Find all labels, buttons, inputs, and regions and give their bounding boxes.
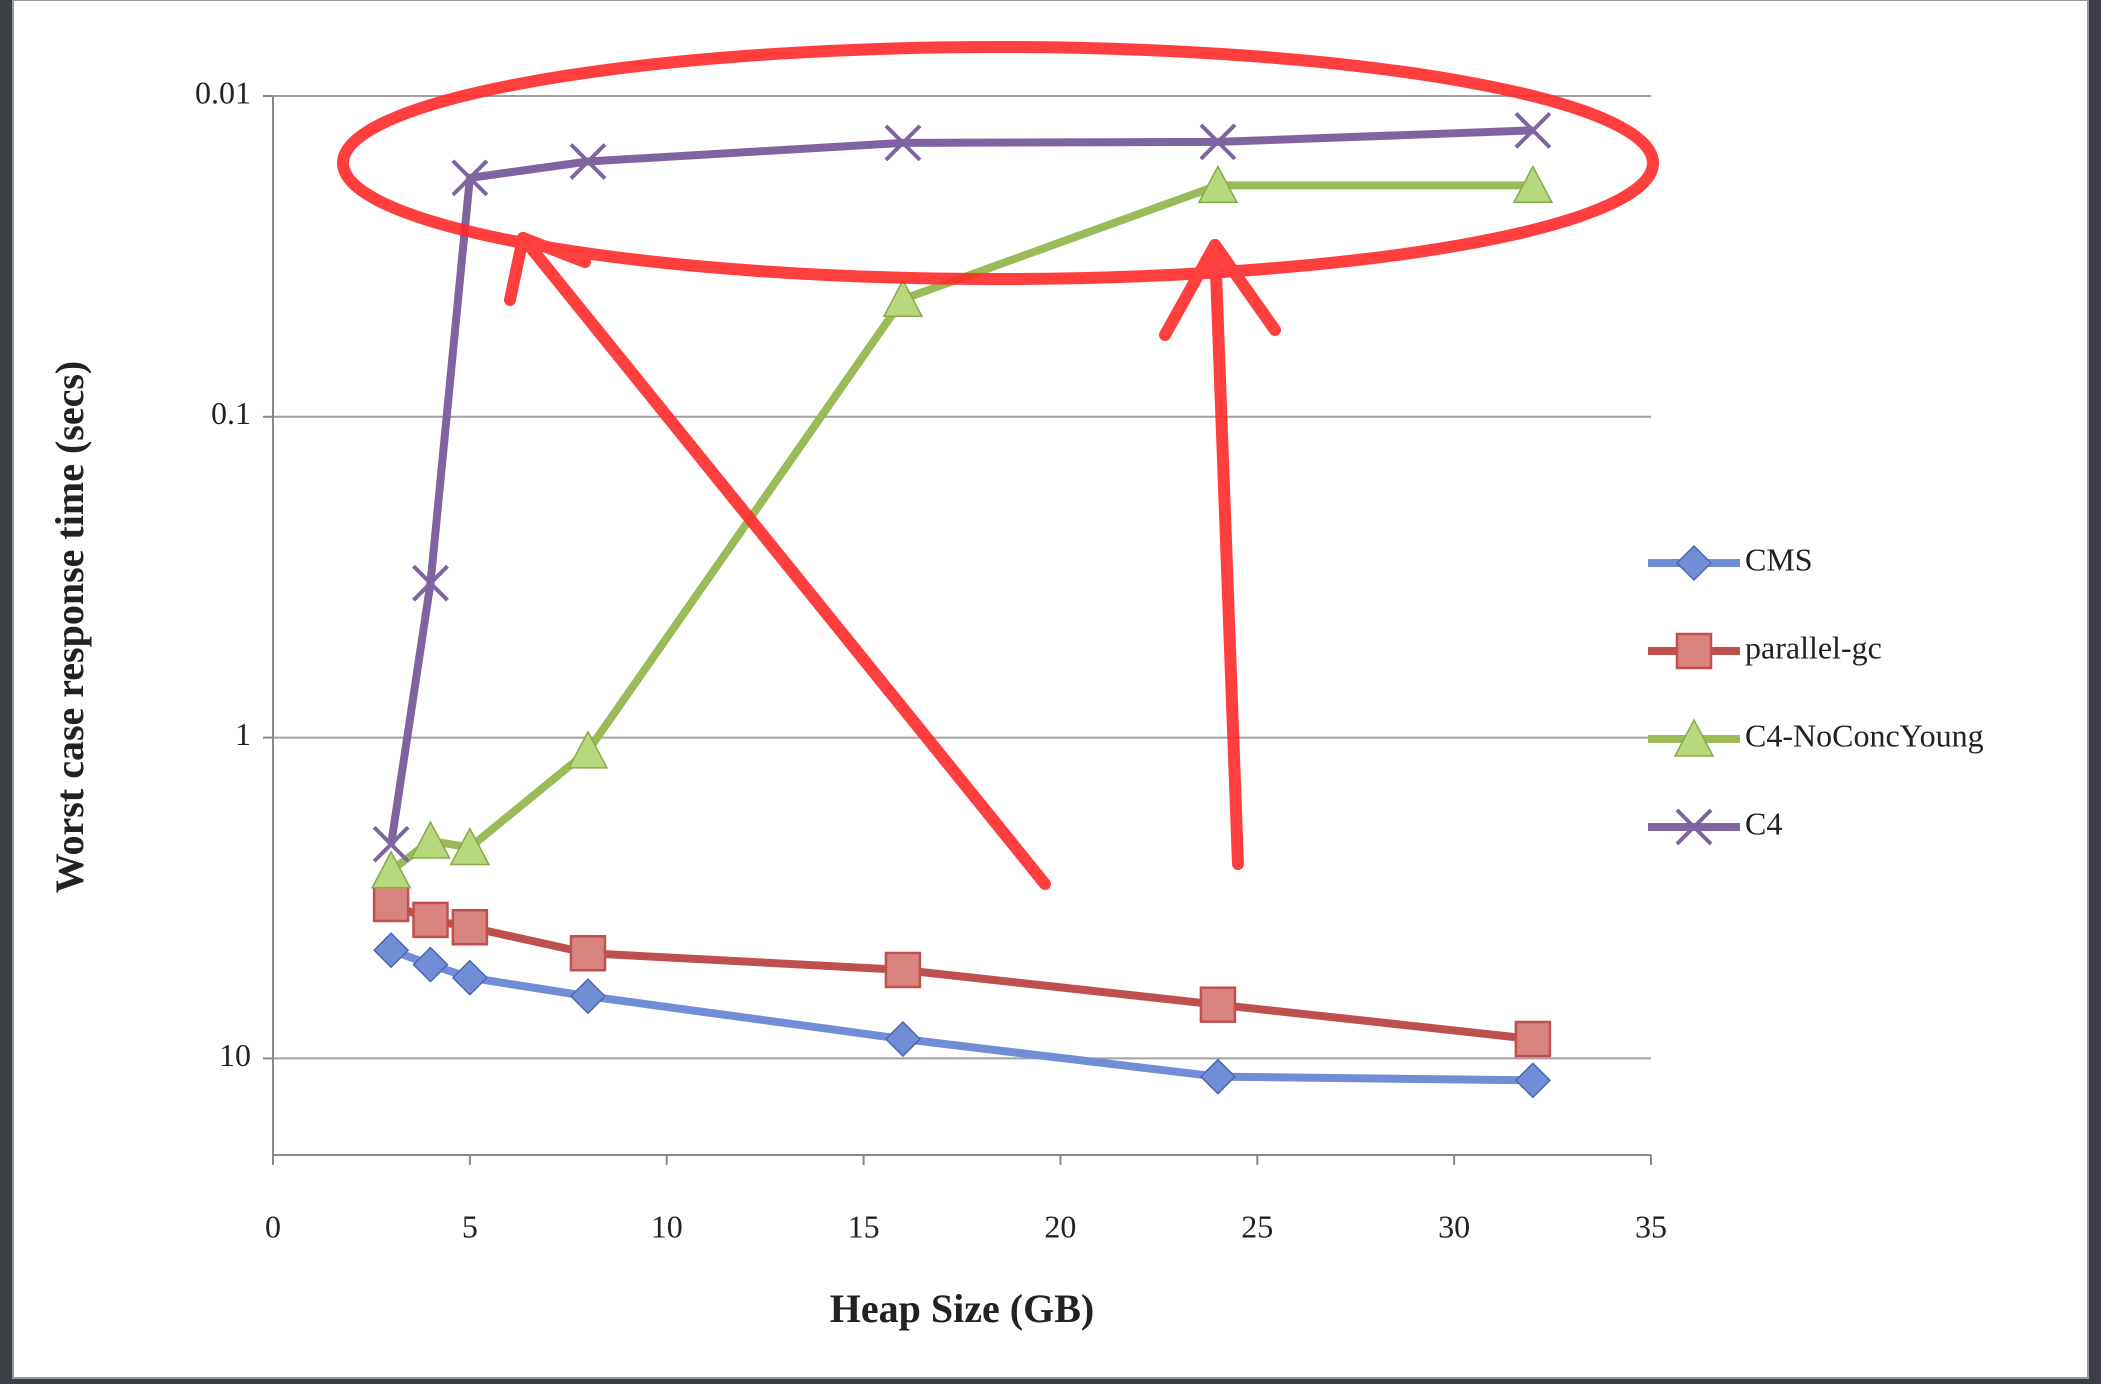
legend-marker [1673,718,1715,757]
marker [1514,111,1552,149]
marker [1197,164,1239,204]
arrow [1209,239,1244,870]
legend-label: parallel-gc [1745,629,1882,665]
marker [1199,1058,1236,1095]
x-tick-label: 0 [265,1208,281,1244]
marker [372,825,410,863]
marker [1199,986,1237,1023]
legend-label: CMS [1745,541,1813,577]
marker [412,564,449,602]
marker [412,901,449,939]
x-axis-title: Heap Size (GB) [830,1286,1094,1331]
x-tick-label: 35 [1635,1208,1667,1244]
highlight-ellipse [337,41,1659,285]
x-tick-label: 15 [848,1208,880,1244]
y-axis-title: Worst case response time (secs) [47,361,92,893]
arrowhead [1159,239,1281,341]
x-tick-label: 20 [1044,1208,1076,1244]
y-tick-label: 0.01 [195,74,251,110]
chart-panel [12,0,2089,1379]
marker [1199,123,1237,161]
legend-marker [1675,808,1713,846]
marker [410,820,451,859]
x-tick-label: 25 [1241,1208,1273,1244]
x-tick-label: 10 [651,1208,683,1244]
marker [451,908,489,946]
legend-marker [1675,544,1713,582]
legend-label: C4-NoConcYoung [1745,717,1984,753]
marker [569,934,607,972]
legend-label: C4 [1745,805,1782,841]
marker [1514,1020,1552,1058]
x-tick-label: 5 [462,1208,478,1244]
marker [882,278,924,317]
x-tick-label: 30 [1438,1208,1470,1244]
marker [1512,164,1554,204]
marker [884,1020,922,1058]
y-tick-label: 0.1 [211,395,251,431]
arrowhead [504,232,591,306]
marker [884,951,922,989]
y-tick-label: 1 [235,716,251,752]
annotation [337,41,1659,890]
marker [370,850,412,889]
marker [451,159,489,197]
marker [451,959,488,996]
marker [569,143,607,180]
plot-area: 0.01 0.1 1 10 0 5 10 15 20 25 30 35 [195,74,1667,1244]
marker [884,124,922,162]
marker [1514,1062,1551,1099]
marker [449,826,491,866]
marker [567,730,609,769]
marker [569,978,607,1015]
legend-marker [1675,632,1713,670]
marker [412,946,449,983]
marker [373,932,410,969]
y-tick-label: 10 [219,1037,251,1073]
marker [372,885,410,923]
arrow [517,232,1051,890]
